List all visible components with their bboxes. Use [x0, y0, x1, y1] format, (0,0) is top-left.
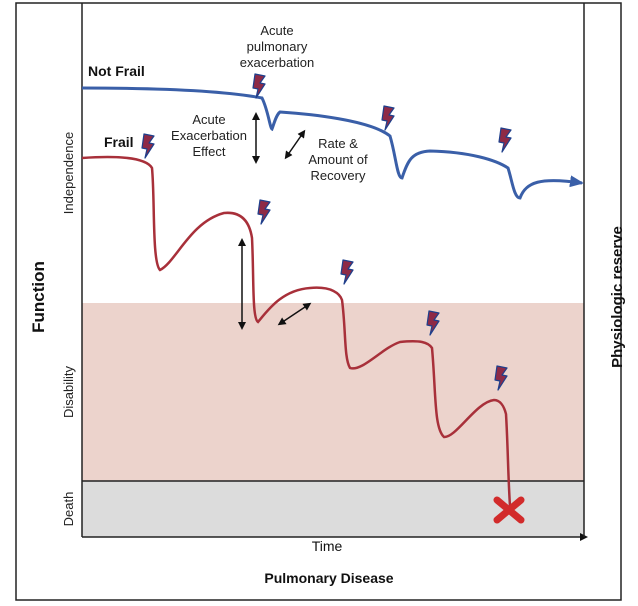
lightning-bolt-icon [252, 73, 266, 99]
frail-recovery-arrow [277, 302, 312, 326]
disability-label: Disability [61, 365, 76, 418]
exacerbation-effect-line-3: Effect [192, 144, 225, 159]
death-band [82, 481, 584, 537]
function-label: Function [29, 261, 48, 333]
recovery-line-3: Recovery [311, 168, 366, 183]
lightning-bolt-icon [498, 127, 512, 153]
lightning-bolt-icon [257, 199, 271, 225]
frail-label: Frail [104, 134, 134, 150]
recovery-line-1: Rate & [318, 136, 358, 151]
lightning-bolt-icon [141, 133, 155, 159]
not-frail-curve [81, 86, 584, 200]
exacerbation-effect-line-2: Exacerbation [171, 128, 247, 143]
top-annotation-line-1: Acute [260, 23, 293, 38]
recovery-line-2: Amount of [308, 152, 368, 167]
physiologic-reserve-label: Physiologic reserve [609, 226, 626, 368]
not-frail-label: Not Frail [88, 63, 145, 79]
time-label: Time [312, 538, 343, 554]
exacerbation-effect-line-1: Acute [192, 112, 225, 127]
death-label: Death [61, 492, 76, 527]
disability-band [82, 303, 584, 481]
top-annotation-line-3: exacerbation [240, 55, 314, 70]
pulmonary-disease-label: Pulmonary Disease [264, 570, 393, 586]
recovery-arrow [284, 129, 306, 160]
lightning-bolt-icon [340, 259, 354, 285]
top-annotation-line-2: pulmonary [247, 39, 308, 54]
independence-label: Independence [61, 132, 76, 214]
lightning-bolt-icon [381, 105, 395, 131]
x-mark-icon [493, 496, 525, 524]
outer-border [15, 2, 622, 601]
frail-curve [81, 155, 512, 507]
